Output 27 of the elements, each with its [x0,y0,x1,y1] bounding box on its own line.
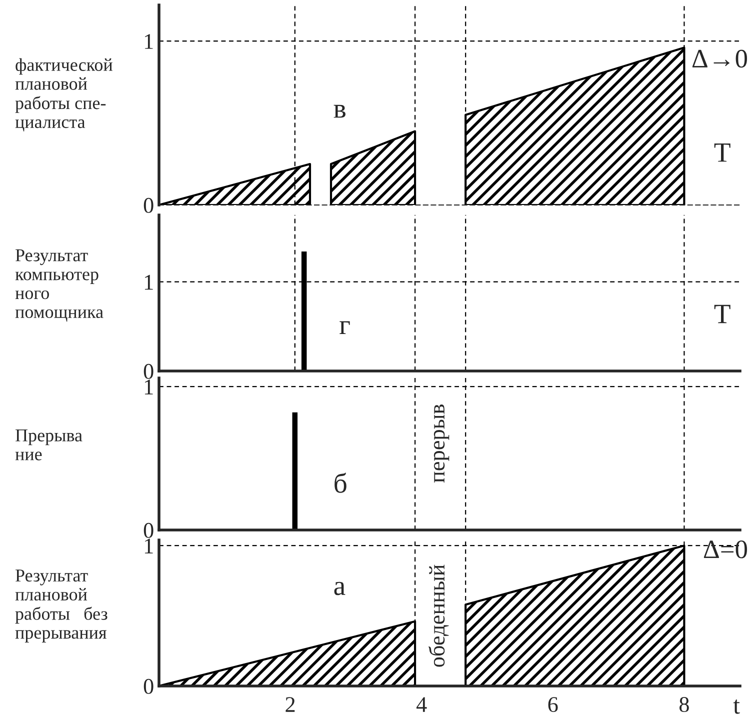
y-tick-label: 1 [144,380,153,394]
annotation: г [340,321,350,334]
x-tick-label: 2 [286,697,295,712]
y-axis-title: фактической плановой работы спе- циалиста [15,58,112,132]
annotation: T [714,304,730,324]
annotation: обеденный [428,564,449,667]
annotation: а [334,582,346,596]
annotation: б [334,472,346,493]
x-tick-label: 6 [548,697,558,712]
y-tick-label: 0 [144,364,154,379]
annotation: перерыв [434,404,450,483]
annotation: в [334,104,346,118]
y-axis-title: Результат плановой работы без прерывания [15,570,108,642]
y-tick-label: 0 [144,198,154,213]
y-tick-label: 1 [144,34,153,49]
y-tick-label: 1 [144,274,153,290]
y-axis-title: Прерыва ние [15,429,82,460]
y-tick-label: 0 [144,522,154,538]
x-tick-label: 4 [416,697,427,712]
annotation: Δ→0 [692,50,747,68]
y-tick-label: 0 [144,678,154,694]
annotation: Δ=0 [704,540,747,558]
x-axis-title: t [733,699,740,714]
annotation: T [714,143,730,162]
y-tick-label: 1 [144,538,153,554]
y-axis-title: Результат компьютер ного помощника [15,249,104,322]
x-tick-label: 8 [679,697,689,712]
